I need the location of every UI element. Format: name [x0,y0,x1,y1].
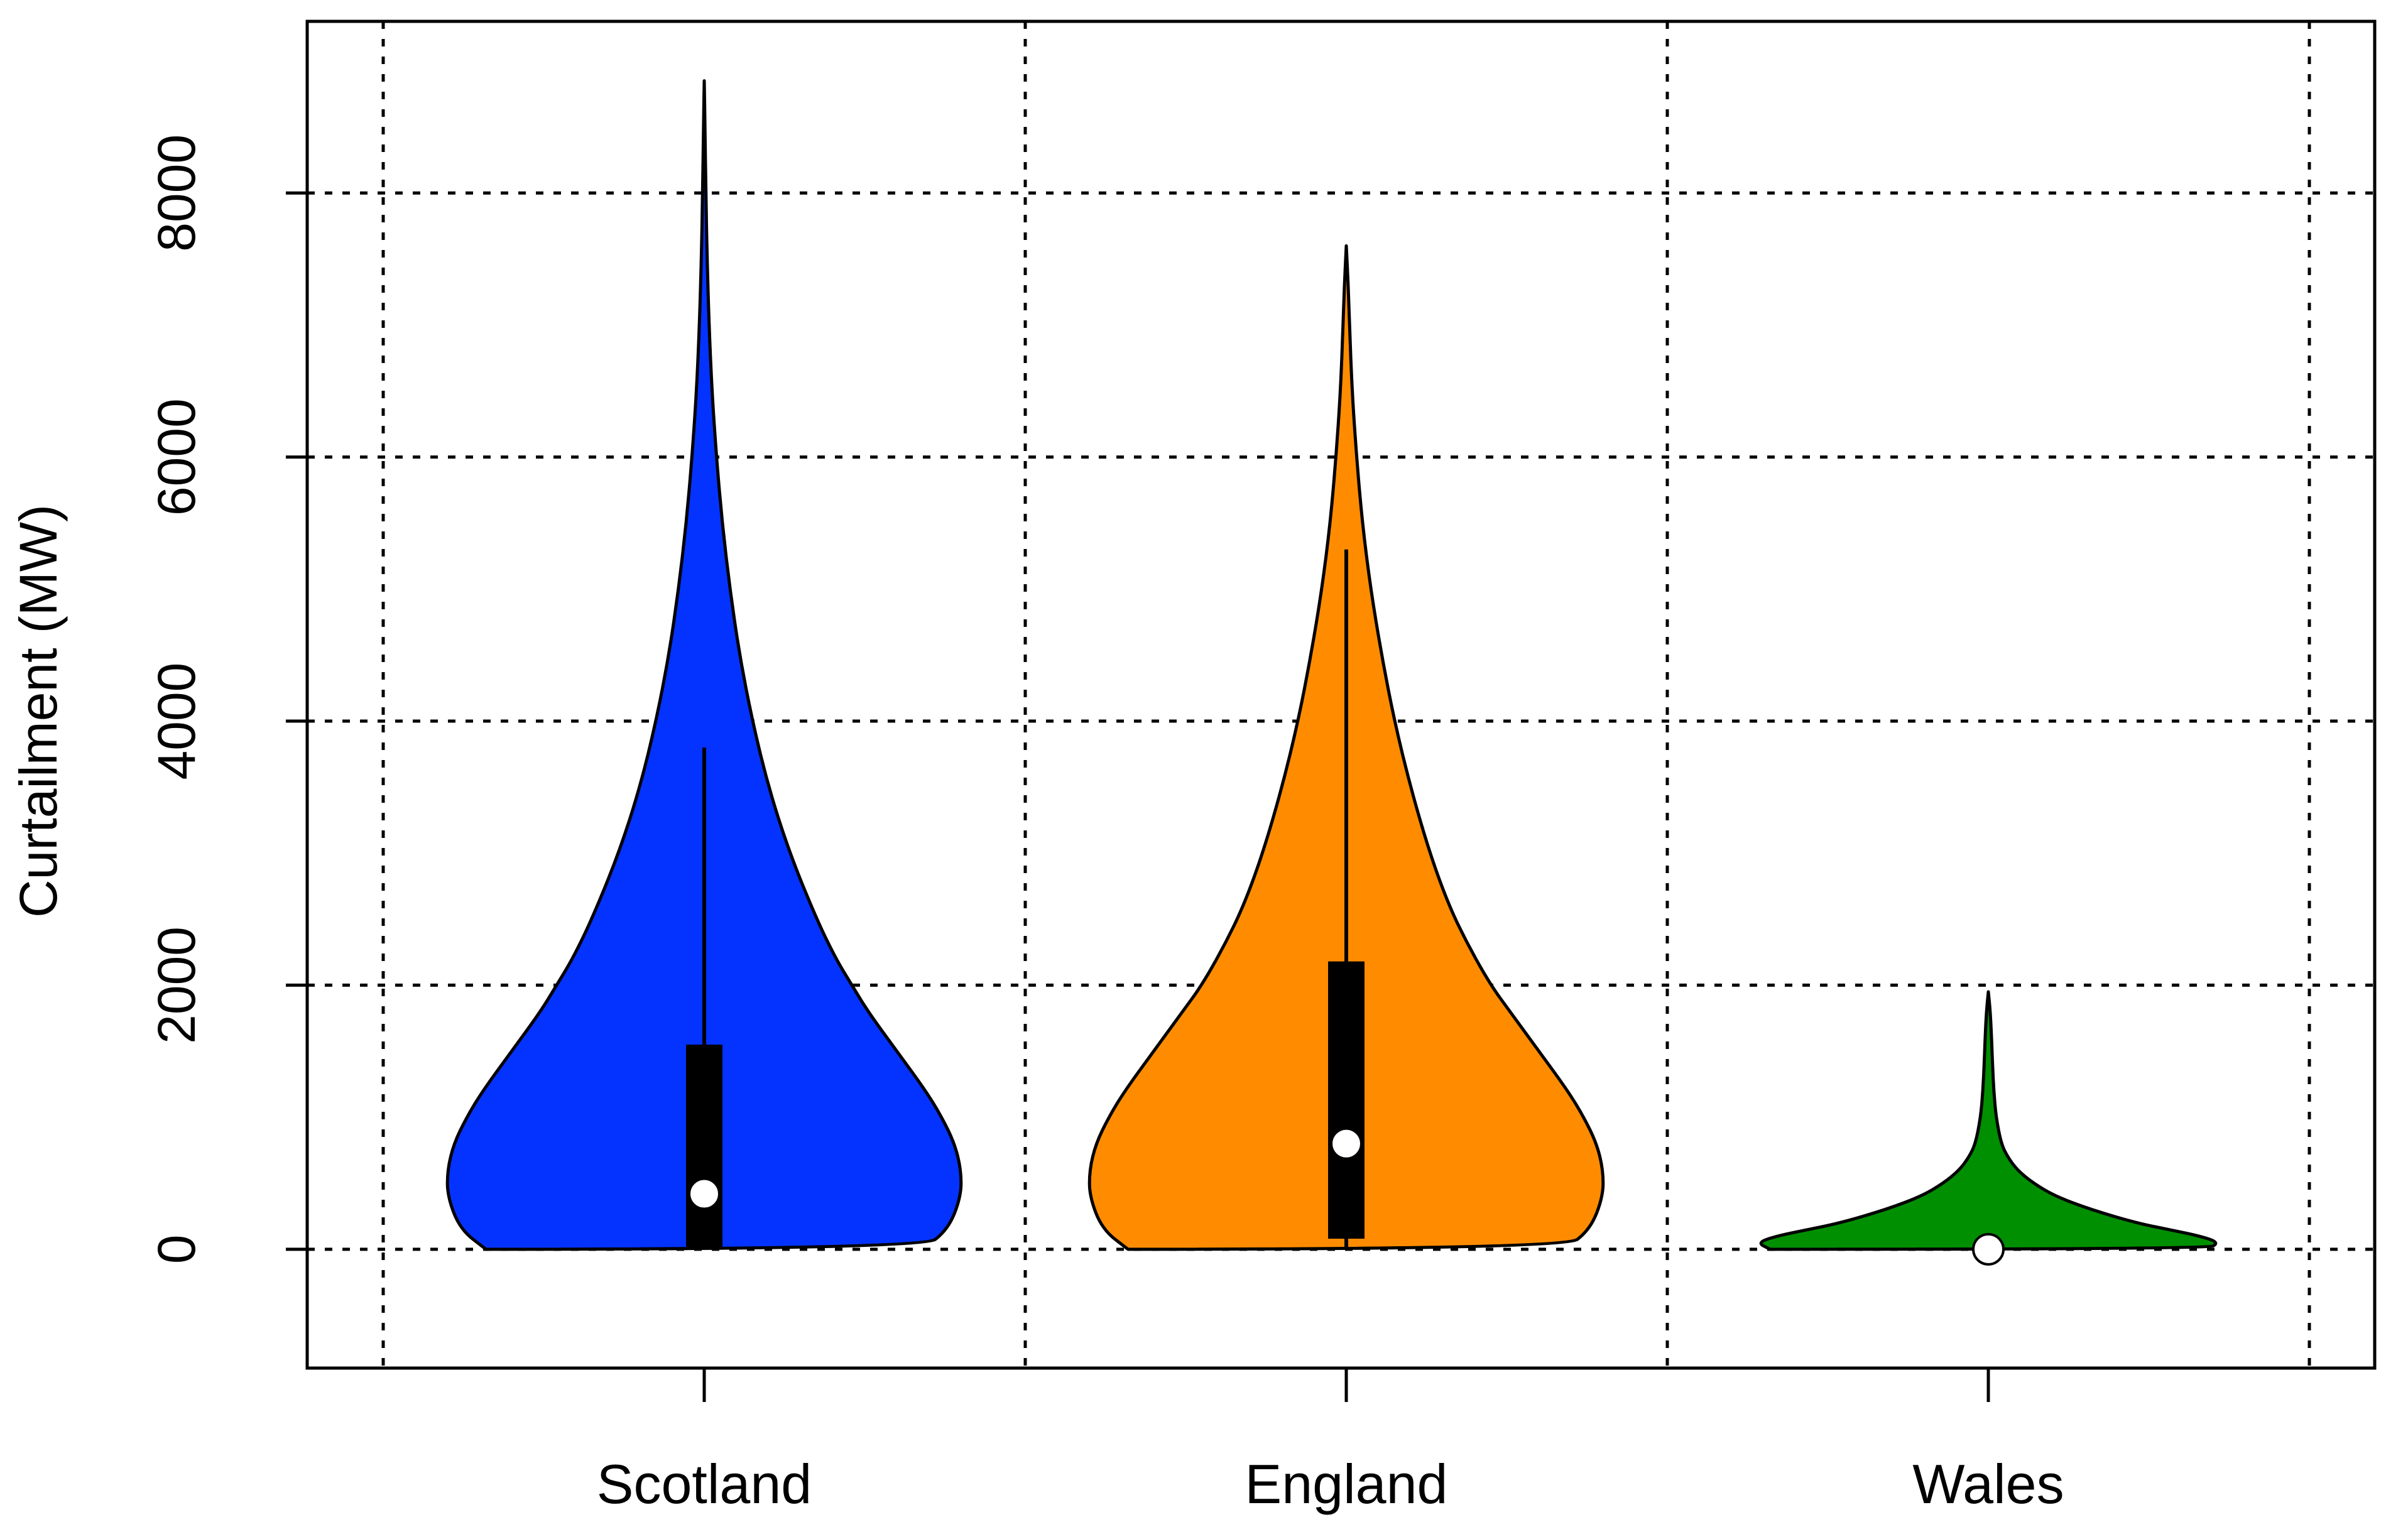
box-scotland [686,1045,722,1249]
plot-frame [305,19,2377,1370]
y-tick-label: 0 [147,1234,206,1264]
y-tick-label: 6000 [147,398,206,516]
median-scotland [688,1177,721,1210]
y-tick-label: 2000 [147,927,206,1044]
x-tick-label: Wales [1912,1453,2064,1515]
y-axis-title: Curtailment (MW) [9,504,68,918]
grid-lines [307,21,2375,1368]
x-tick-label: England [1245,1453,1448,1515]
median-wales [1972,1232,2005,1266]
y-tick-label: 4000 [147,663,206,780]
axes: 0 2000 4000 6000 8000 Scotland England Wales [147,19,2377,1515]
violins [445,79,2218,1266]
box-england [1328,961,1365,1239]
y-tick-label: 8000 [147,134,206,252]
x-tick-label: Scotland [597,1453,812,1515]
median-england [1330,1127,1363,1160]
violin-wales [1759,990,2218,1251]
violin-scotland [445,79,963,1251]
